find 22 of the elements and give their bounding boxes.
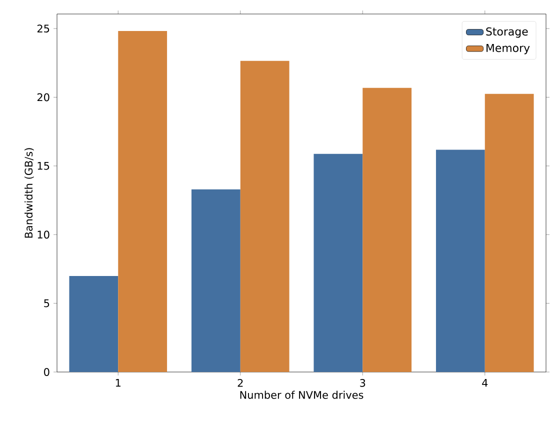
x-axis-title: Number of NVMe drives bbox=[240, 390, 364, 399]
y-tick-label: 25 bbox=[37, 24, 50, 33]
y-axis-title: Bandwidth (GB/s) bbox=[24, 148, 34, 238]
x-tick-label: 4 bbox=[482, 379, 488, 387]
legend-label: Memory bbox=[486, 44, 530, 54]
y-tick-label: 10 bbox=[38, 230, 50, 239]
x-tick-label: 3 bbox=[360, 379, 366, 387]
bar bbox=[118, 31, 168, 372]
bar bbox=[362, 88, 412, 372]
bar bbox=[314, 154, 363, 372]
bar bbox=[191, 189, 240, 372]
x-tick-label: 1 bbox=[116, 379, 120, 387]
bar bbox=[436, 150, 485, 372]
legend-label: Storage bbox=[486, 27, 528, 38]
bar bbox=[240, 60, 290, 372]
x-tick-label: 2 bbox=[238, 379, 243, 387]
bar bbox=[484, 94, 534, 372]
y-tick-label: 15 bbox=[38, 162, 50, 170]
y-tick-label: 5 bbox=[44, 299, 50, 308]
bar bbox=[69, 276, 118, 372]
y-tick-label: 0 bbox=[44, 368, 50, 376]
y-tick-label: 20 bbox=[37, 93, 50, 102]
